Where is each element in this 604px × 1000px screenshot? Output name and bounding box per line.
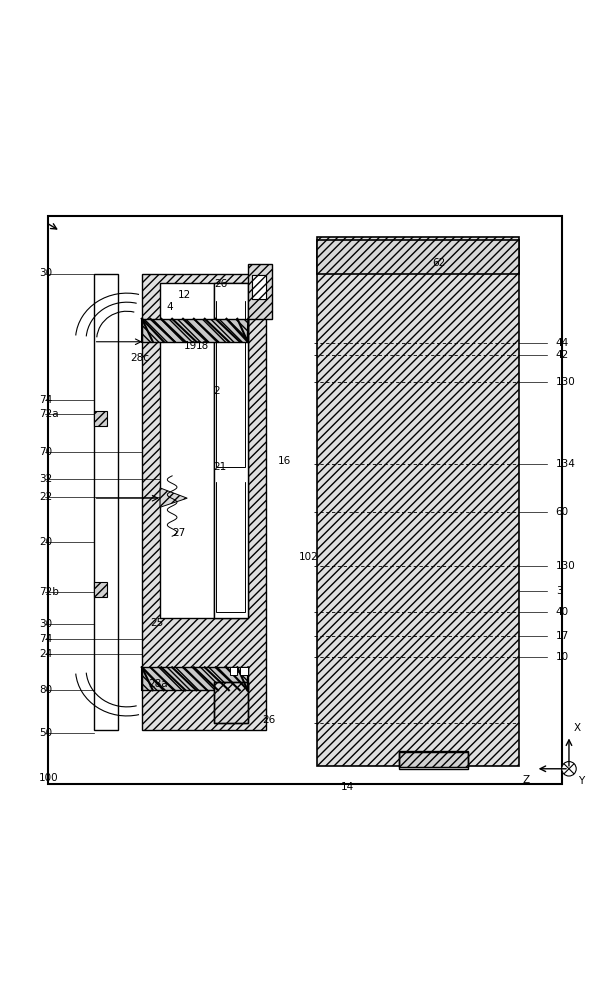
Polygon shape <box>160 488 187 507</box>
Bar <box>216 482 245 612</box>
Text: 72a: 72a <box>39 409 59 419</box>
Bar <box>94 582 107 597</box>
Text: 134: 134 <box>556 459 576 469</box>
Text: 130: 130 <box>556 561 576 571</box>
Text: 74: 74 <box>39 395 53 405</box>
Bar <box>160 283 214 618</box>
Text: 130: 130 <box>556 377 576 387</box>
Text: 80: 80 <box>39 685 53 695</box>
Text: 74: 74 <box>39 634 53 644</box>
Bar <box>142 319 248 342</box>
Text: 30: 30 <box>39 619 53 629</box>
Text: 42: 42 <box>556 350 569 360</box>
Text: 32: 32 <box>39 474 53 484</box>
Text: 102: 102 <box>299 552 319 562</box>
Text: X: X <box>574 723 581 733</box>
Bar <box>214 682 248 723</box>
Text: 30: 30 <box>39 268 53 278</box>
Bar <box>217 482 245 612</box>
Text: 20: 20 <box>39 537 53 547</box>
Bar <box>216 301 245 467</box>
Text: 26: 26 <box>214 279 228 289</box>
Bar <box>214 283 248 618</box>
Text: 24: 24 <box>39 649 53 659</box>
Circle shape <box>562 762 576 776</box>
Bar <box>252 275 266 299</box>
Bar <box>317 237 519 766</box>
Text: 27: 27 <box>172 528 185 538</box>
Bar <box>142 667 248 690</box>
Bar <box>94 411 107 426</box>
Bar <box>240 667 248 675</box>
Text: 14: 14 <box>341 782 355 792</box>
Text: Z: Z <box>522 775 530 785</box>
Bar <box>248 264 272 319</box>
Bar <box>399 751 468 769</box>
Text: 2: 2 <box>213 386 220 396</box>
Text: 19: 19 <box>184 341 198 351</box>
Text: 3: 3 <box>556 586 562 596</box>
Text: 72b: 72b <box>39 587 59 597</box>
Text: 100: 100 <box>39 773 59 783</box>
Text: 62: 62 <box>432 258 445 268</box>
Text: 26: 26 <box>263 715 276 725</box>
Text: 16: 16 <box>278 456 291 466</box>
Bar <box>214 682 248 723</box>
Bar <box>399 752 468 767</box>
Text: 44: 44 <box>556 338 569 348</box>
Bar <box>142 273 266 730</box>
Text: 28a: 28a <box>148 679 167 689</box>
Text: 28c: 28c <box>130 353 149 363</box>
Text: 40: 40 <box>556 607 569 617</box>
Text: 22: 22 <box>39 492 53 502</box>
Text: 18: 18 <box>196 341 210 351</box>
Bar <box>48 216 562 784</box>
Bar <box>252 275 266 299</box>
Bar <box>94 273 118 730</box>
Text: 4: 4 <box>166 302 173 312</box>
Text: 17: 17 <box>556 631 569 641</box>
Bar <box>230 667 237 675</box>
Text: 10: 10 <box>556 652 569 662</box>
Text: 70: 70 <box>39 447 53 457</box>
Text: 50: 50 <box>39 728 53 738</box>
Text: Y: Y <box>578 776 584 786</box>
Bar <box>217 301 245 467</box>
Text: 12: 12 <box>178 290 191 300</box>
Text: 25: 25 <box>150 618 163 628</box>
Bar <box>399 752 468 767</box>
Text: 21: 21 <box>213 462 226 472</box>
Text: 60: 60 <box>556 507 569 517</box>
Bar <box>214 283 248 618</box>
Bar <box>317 240 519 273</box>
